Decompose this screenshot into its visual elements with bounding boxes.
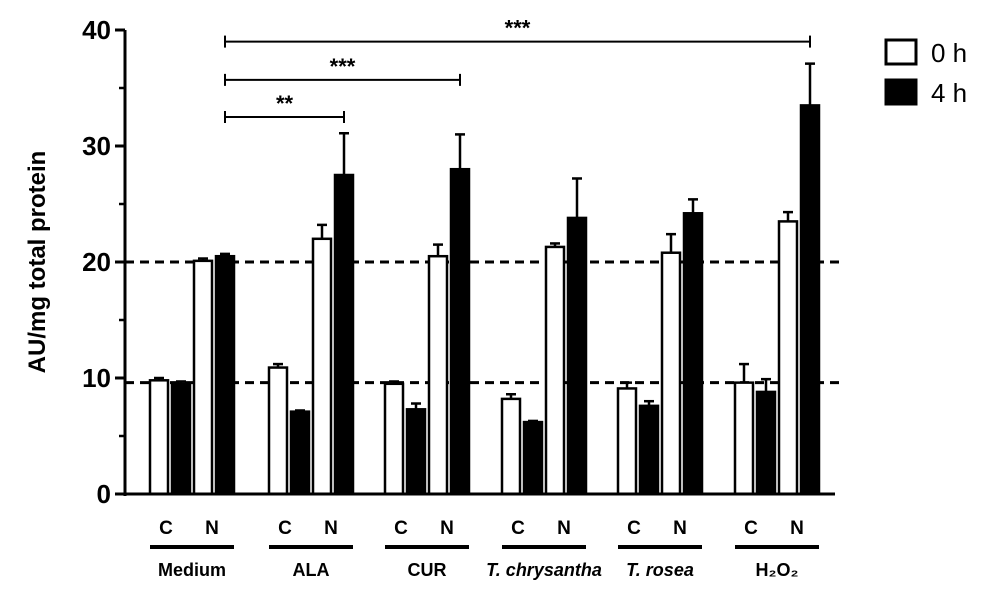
sub-label-ala-c: C [278,518,292,539]
bar-t-rosea-c-0h [616,387,638,496]
group-label-h2o2: H₂O₂ [756,560,799,580]
bar-t-chrysantha-c-4h [522,420,544,496]
bar-ala-c-4h [289,410,311,496]
y-tick-label-40: 40 [82,15,111,45]
sub-label-h2o2-n: N [790,518,804,539]
bar-ala-n-0h [311,237,333,496]
sub-label-cur-c: C [394,518,408,539]
sub-label-medium-n: N [205,518,219,539]
significance-label-3: *** [505,16,531,41]
legend-label-4h: 4 h [931,78,967,108]
sub-label-t-rosea-n: N [673,518,687,539]
bar-t-rosea-n-4h [682,212,704,496]
bar-ala-c-0h [267,366,289,496]
legend-label-0h: 0 h [931,38,967,68]
group-label-t-chrysantha: T. chrysantha [486,560,602,580]
bar-t-chrysantha-c-0h [500,397,522,496]
bar-ala-n-4h [333,173,355,496]
bar-t-rosea-c-4h [638,404,660,496]
significance-label-1: ** [276,91,294,116]
bar-cur-n-4h [449,167,471,496]
group-label-medium: Medium [158,560,226,580]
bar-t-chrysantha-n-4h [566,216,588,496]
bar-t-chrysantha-n-0h [544,245,566,496]
y-axis-label: AU/mg total protein [24,151,51,374]
sub-label-h2o2-c: C [744,518,758,539]
bar-medium-n-0h [192,259,214,496]
sub-label-t-chrysantha-n: N [557,518,571,539]
bar-h2o2-c-4h [755,390,777,496]
bar-cur-c-4h [405,408,427,496]
legend-swatch-0h [884,38,918,66]
group-label-cur: CUR [408,560,447,580]
bar-cur-c-0h [383,382,405,496]
significance-label-2: *** [330,54,356,79]
group-label-t-rosea: T. rosea [626,560,694,580]
sub-label-cur-n: N [440,518,454,539]
sub-label-t-chrysantha-c: C [511,518,525,539]
bar-medium-c-0h [148,379,170,496]
y-tick-label-0: 0 [97,479,111,509]
sub-label-ala-n: N [324,518,338,539]
sub-label-t-rosea-c: C [627,518,641,539]
bar-t-rosea-n-0h [660,251,682,496]
bar-medium-n-4h [214,254,236,496]
bar-h2o2-c-0h [733,381,755,496]
bar-medium-c-4h [170,382,192,496]
y-tick-label-20: 20 [82,247,111,277]
bar-h2o2-n-4h [799,104,821,496]
y-tick-label-10: 10 [82,363,111,393]
legend-swatch-4h [884,78,918,106]
sub-label-medium-c: C [159,518,173,539]
y-tick-label-30: 30 [82,131,111,161]
group-label-ala: ALA [293,560,330,580]
bar-cur-n-0h [427,254,449,496]
bar-h2o2-n-0h [777,220,799,496]
